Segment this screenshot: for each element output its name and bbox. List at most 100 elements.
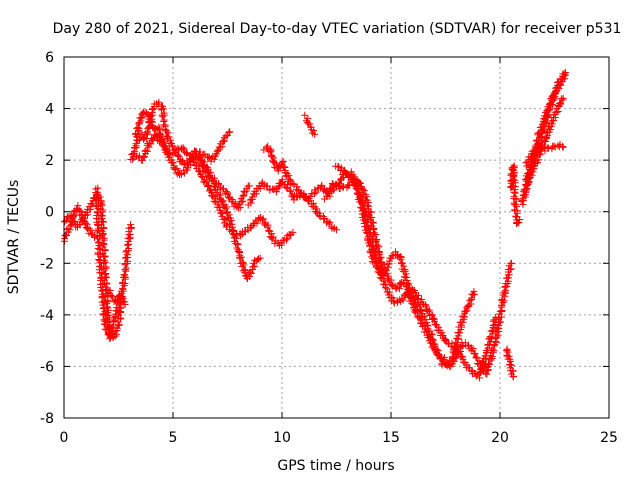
x-tick-label: 0 [60,430,69,446]
data-point [126,221,134,229]
data-point [82,219,90,227]
x-tick-label: 20 [491,430,509,446]
data-point [225,128,233,136]
data-point [510,172,518,180]
data-point [469,291,477,299]
data-point [140,153,148,161]
data-point [134,123,142,131]
data-point [222,205,230,213]
data-point [237,232,245,240]
y-tick-label: 2 [45,153,54,169]
data-point [431,320,439,328]
data-point [371,257,379,265]
data-track [195,153,253,212]
data-point [559,142,567,150]
data-point [264,142,272,150]
data-point [199,173,207,181]
data-point [458,352,466,360]
data-point [329,186,337,194]
data-point [560,72,568,80]
data-point [269,158,277,166]
data-point [340,183,348,191]
data-point [336,184,344,192]
data-point [414,294,422,302]
data-point [515,218,523,226]
data-point [390,298,398,306]
data-point [93,220,101,228]
data-point [167,136,175,144]
data-point [163,135,171,143]
data-point [333,226,340,234]
data-point [412,309,420,317]
data-track [503,345,517,381]
data-point [93,191,101,199]
data-point [110,298,118,306]
data-point [441,337,449,345]
data-point [311,130,319,138]
data-point [223,131,231,139]
data-point [254,255,262,263]
data-point [283,172,291,180]
data-point [177,158,185,166]
data-point [382,284,390,292]
data-point [226,128,234,136]
data-point [400,291,408,299]
data-point [259,215,267,223]
data-point [256,254,264,262]
x-tick-label: 10 [273,430,291,446]
data-point [429,314,437,322]
data-point [402,290,410,298]
data-point [268,235,276,243]
data-point [94,225,102,233]
data-point [123,241,131,249]
data-point [524,169,532,177]
data-point [222,132,230,140]
data-point [214,200,222,208]
data-point [488,327,496,335]
y-tick-label: -4 [40,308,54,324]
data-point [245,182,253,190]
data-point [110,313,118,321]
data-track [132,131,297,249]
data-point [100,293,108,301]
data-point [431,317,439,325]
data-point [555,81,563,89]
data-point [380,277,388,285]
data-point [357,203,365,211]
y-tick-label: -6 [40,359,54,375]
data-point [251,262,259,270]
data-point [373,237,381,245]
data-point [260,220,268,228]
data-point [399,296,407,304]
data-point [95,255,103,263]
data-point [246,270,254,278]
data-point [510,183,518,191]
data-point [387,281,395,289]
data-point [335,179,343,187]
data-point [119,285,127,293]
data-point [511,189,519,197]
data-point [92,185,100,193]
data-point [265,226,273,234]
data-point [504,348,512,356]
data-point [472,353,480,361]
data-point [195,153,203,161]
data-track [103,286,129,309]
data-point [559,143,567,151]
data-point [321,214,329,222]
y-axis-label: SDTVAR / TECUs [6,180,22,295]
data-point [225,211,233,219]
data-point [551,108,559,116]
data-point [132,140,140,148]
data-point [204,154,212,162]
data-point [127,224,135,232]
data-point [279,163,287,171]
x-axis-label: GPS time / hours [277,458,394,474]
data-point [546,100,554,108]
data-point [434,350,442,358]
data-point [278,159,286,167]
data-point [288,179,296,187]
data-point [213,147,221,155]
data-point [228,198,236,206]
